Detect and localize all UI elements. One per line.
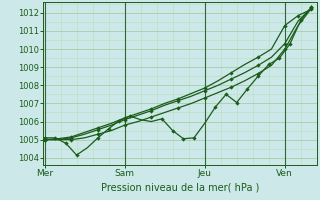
X-axis label: Pression niveau de la mer( hPa ): Pression niveau de la mer( hPa ) [101, 182, 259, 192]
